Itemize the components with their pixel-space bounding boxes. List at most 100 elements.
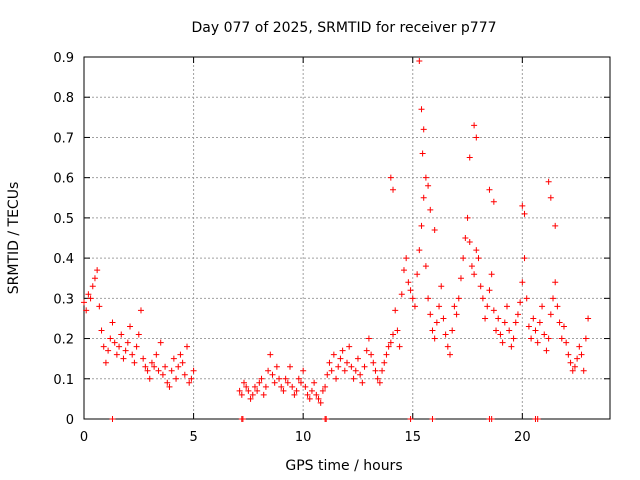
data-point bbox=[365, 335, 372, 342]
data-point bbox=[269, 371, 276, 378]
data-point bbox=[297, 379, 304, 386]
data-point bbox=[525, 323, 532, 330]
data-point bbox=[236, 387, 243, 394]
data-point bbox=[372, 367, 379, 374]
data-point bbox=[433, 319, 440, 326]
data-point bbox=[83, 307, 90, 314]
data-point bbox=[534, 416, 541, 422]
data-point bbox=[539, 303, 546, 310]
data-point bbox=[335, 363, 342, 370]
data-point bbox=[289, 383, 296, 390]
data-point bbox=[361, 363, 368, 370]
data-point bbox=[249, 391, 256, 398]
data-point bbox=[431, 335, 438, 342]
data-point bbox=[414, 271, 421, 278]
data-point bbox=[416, 247, 423, 254]
data-point bbox=[306, 395, 313, 402]
data-point bbox=[484, 303, 491, 310]
data-point bbox=[328, 367, 335, 374]
data-point bbox=[479, 295, 486, 302]
data-point bbox=[166, 383, 173, 390]
data-point bbox=[576, 343, 583, 350]
data-point bbox=[449, 327, 456, 334]
data-points bbox=[81, 58, 592, 422]
data-point bbox=[442, 331, 449, 338]
data-point bbox=[162, 363, 169, 370]
data-point bbox=[440, 315, 447, 322]
data-point bbox=[429, 416, 436, 422]
data-point bbox=[418, 106, 425, 113]
data-point bbox=[109, 319, 116, 326]
data-point bbox=[552, 279, 559, 286]
data-point bbox=[271, 379, 278, 386]
data-point bbox=[81, 299, 87, 306]
data-point bbox=[363, 347, 370, 354]
data-point bbox=[482, 315, 489, 322]
data-point bbox=[425, 295, 432, 302]
data-point bbox=[111, 339, 118, 346]
grid-lines bbox=[84, 57, 610, 419]
data-point bbox=[403, 255, 410, 262]
data-point bbox=[359, 379, 366, 386]
data-point bbox=[392, 307, 399, 314]
data-point bbox=[100, 343, 107, 350]
y-tick-label: 0.7 bbox=[53, 131, 74, 146]
data-point bbox=[186, 379, 193, 386]
data-point bbox=[574, 355, 581, 362]
data-point bbox=[503, 303, 510, 310]
data-point bbox=[473, 247, 480, 254]
data-point bbox=[173, 375, 180, 382]
plot-border bbox=[83, 56, 611, 420]
data-point bbox=[337, 355, 344, 362]
data-point bbox=[490, 307, 497, 314]
data-point bbox=[293, 387, 300, 394]
data-point bbox=[322, 383, 329, 390]
data-point bbox=[105, 347, 112, 354]
data-point bbox=[486, 186, 493, 193]
x-axis-label: GPS time / hours bbox=[285, 458, 402, 474]
data-point bbox=[552, 222, 559, 229]
data-point bbox=[400, 267, 407, 274]
data-point bbox=[118, 331, 125, 338]
data-point bbox=[346, 343, 353, 350]
data-point bbox=[521, 255, 528, 262]
data-point bbox=[348, 363, 355, 370]
data-point bbox=[354, 355, 361, 362]
data-point bbox=[488, 416, 495, 422]
data-point bbox=[560, 323, 567, 330]
data-point bbox=[190, 367, 197, 374]
data-point bbox=[436, 303, 443, 310]
data-point bbox=[554, 303, 561, 310]
data-point bbox=[291, 391, 298, 398]
data-point bbox=[499, 339, 506, 346]
data-point bbox=[497, 331, 504, 338]
x-tick-label: 15 bbox=[404, 430, 421, 445]
data-point bbox=[315, 395, 322, 402]
data-point bbox=[333, 375, 340, 382]
x-axis-ticks: 0 5 10 15 20 bbox=[80, 57, 531, 445]
data-point bbox=[368, 351, 375, 358]
data-point bbox=[510, 335, 517, 342]
data-point bbox=[547, 311, 554, 318]
data-point bbox=[427, 206, 434, 213]
data-point bbox=[311, 379, 318, 386]
data-point bbox=[580, 367, 587, 374]
data-point bbox=[532, 327, 539, 334]
data-point bbox=[245, 387, 252, 394]
data-point bbox=[282, 375, 289, 382]
data-point bbox=[508, 343, 515, 350]
data-point bbox=[157, 339, 164, 346]
chart-title: Day 077 of 2025, SRMTID for receiver p77… bbox=[191, 20, 496, 36]
data-point bbox=[541, 331, 548, 338]
data-point bbox=[131, 359, 138, 366]
y-tick-label: 0.3 bbox=[53, 292, 74, 307]
data-point bbox=[284, 379, 291, 386]
data-point bbox=[571, 363, 578, 370]
data-point bbox=[295, 375, 302, 382]
data-point bbox=[124, 339, 131, 346]
data-point bbox=[140, 355, 147, 362]
data-point bbox=[155, 367, 162, 374]
data-point bbox=[177, 351, 184, 358]
data-point bbox=[420, 194, 427, 201]
